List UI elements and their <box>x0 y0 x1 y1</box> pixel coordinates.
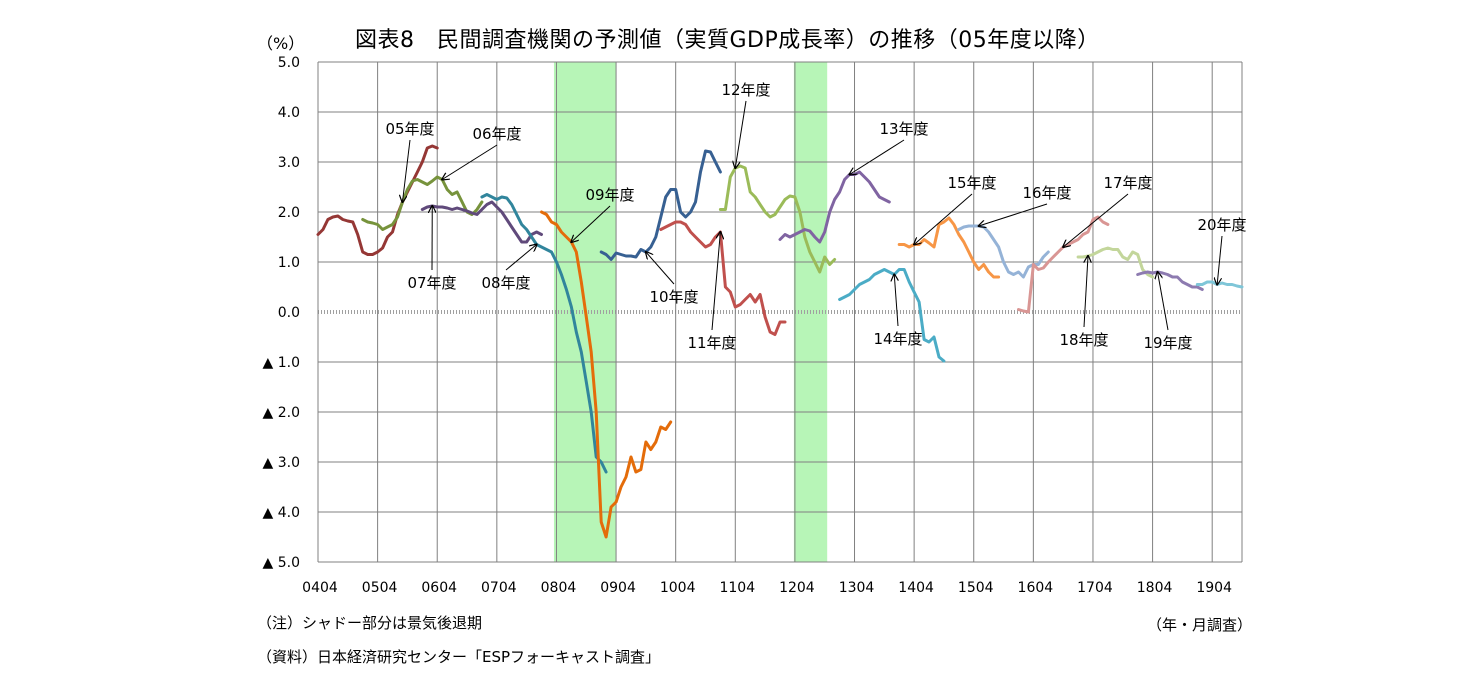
x-axis-unit: （年・月調査） <box>1147 616 1253 634</box>
x-tick-label: 0604 <box>421 580 457 596</box>
annotation-arrow <box>711 232 720 331</box>
annotation-label: 20年度 <box>1197 216 1246 234</box>
x-tick-label: 1204 <box>779 580 815 596</box>
y-tick-label: 2.0 <box>278 205 300 221</box>
annotation-label: 14年度 <box>873 330 922 348</box>
x-tick-label: 1004 <box>660 580 696 596</box>
annotation-label: 07年度 <box>407 274 456 292</box>
annotation-label: 09年度 <box>585 186 634 204</box>
x-tick-label: 0404 <box>302 580 338 596</box>
x-tick-label: 0504 <box>362 580 398 596</box>
annotation-arrow <box>735 100 747 168</box>
annotation-arrow <box>1158 272 1169 331</box>
series-line <box>316 144 439 256</box>
y-tick-label: ▲ 4.0 <box>263 505 300 521</box>
annotation-arrow <box>646 252 675 285</box>
x-tick-label: 1704 <box>1077 580 1113 596</box>
annotation-label: 05年度 <box>385 120 434 138</box>
chart-note: （注）シャドー部分は景気後退期 <box>257 614 483 632</box>
y-tick-label: 5.0 <box>278 55 300 71</box>
series-line <box>1136 270 1204 291</box>
annotation-arrow <box>894 275 898 327</box>
annotation-label: 11年度 <box>687 334 736 352</box>
series-line <box>659 220 787 336</box>
x-tick-label: 1404 <box>898 580 934 596</box>
x-tick-label: 1104 <box>719 580 755 596</box>
series-line <box>778 170 891 244</box>
series-line <box>1017 215 1110 314</box>
y-tick-label: ▲ 2.0 <box>263 405 300 421</box>
y-tick-label: 4.0 <box>278 105 300 121</box>
annotation-label: 19年度 <box>1143 334 1192 352</box>
annotation-label: 10年度 <box>649 288 698 306</box>
chart-title: 図表8 民間調査機関の予測値（実質GDP成長率）の推移（05年度以降） <box>355 28 1100 53</box>
y-tick-label: 0.0 <box>278 305 300 321</box>
x-tick-label: 0904 <box>600 580 636 596</box>
y-tick-label: ▲ 5.0 <box>263 555 300 571</box>
annotation-arrow <box>1083 256 1088 328</box>
series-line <box>599 149 722 261</box>
y-axis-unit: （%） <box>257 34 305 53</box>
y-tick-label: 3.0 <box>278 155 300 171</box>
annotation-arrow <box>442 144 498 180</box>
annotation-label: 18年度 <box>1059 331 1108 349</box>
x-tick-label: 0704 <box>481 580 517 596</box>
x-tick-label: 1504 <box>958 580 994 596</box>
series-line <box>957 224 1050 279</box>
series-line <box>480 193 608 474</box>
annotation-arrow <box>914 193 973 245</box>
annotation-arrow <box>505 245 537 271</box>
series-line <box>1195 280 1244 289</box>
x-tick-label: 1904 <box>1196 580 1232 596</box>
x-tick-label: 0804 <box>541 580 577 596</box>
annotation-arrow <box>402 139 411 202</box>
annotation-arrow <box>1063 193 1129 247</box>
series-line <box>361 175 484 231</box>
y-tick-label: ▲ 3.0 <box>263 455 300 471</box>
y-tick-label: ▲ 1.0 <box>263 355 300 371</box>
x-tick-label: 1604 <box>1018 580 1054 596</box>
y-tick-label: 1.0 <box>278 255 300 271</box>
annotation-label: 12年度 <box>721 81 770 99</box>
annotation-label: 15年度 <box>947 174 996 192</box>
annotation-label: 08年度 <box>481 274 530 292</box>
annotation-arrow <box>979 203 1048 226</box>
annotation-label: 16年度 <box>1022 184 1071 202</box>
x-tick-label: 1804 <box>1137 580 1173 596</box>
annotation-arrow <box>571 205 611 242</box>
annotation-arrow <box>850 139 905 175</box>
annotation-label: 13年度 <box>879 120 928 138</box>
series-line <box>420 200 543 244</box>
x-tick-label: 1304 <box>839 580 875 596</box>
annotation-label: 06年度 <box>472 125 521 143</box>
chart-source: （資料）日本経済研究センター「ESPフォーキャスト調査」 <box>257 648 661 666</box>
annotation-label: 17年度 <box>1103 174 1152 192</box>
annotation-arrow <box>1217 235 1223 285</box>
series-line <box>540 210 673 539</box>
